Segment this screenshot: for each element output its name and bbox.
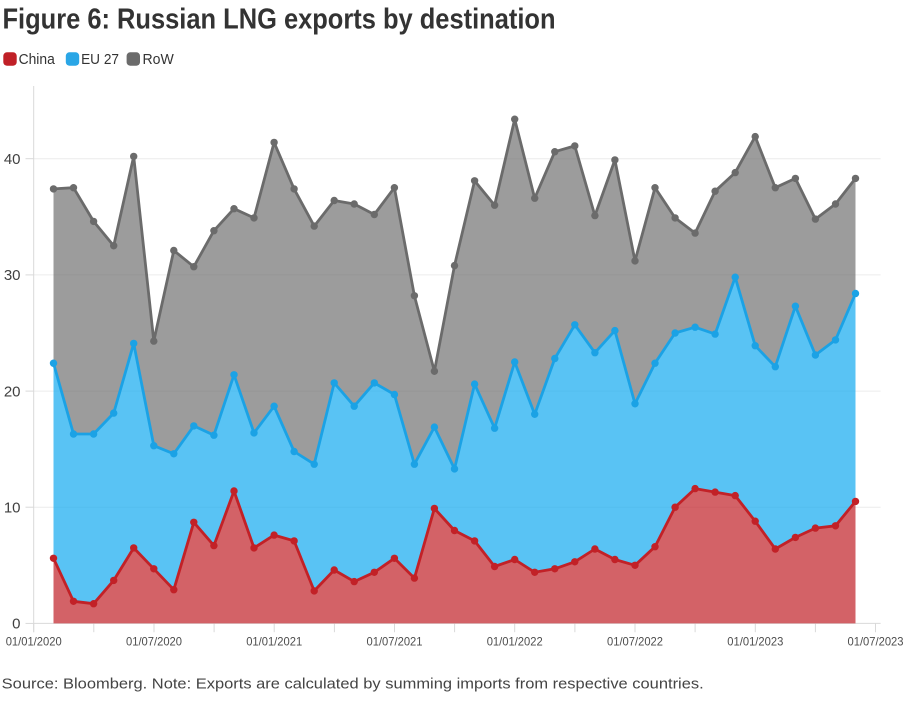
svg-text:20: 20: [4, 383, 21, 400]
svg-text:01/01/2020: 01/01/2020: [6, 635, 62, 649]
svg-text:01/07/2021: 01/07/2021: [367, 635, 423, 649]
svg-text:01/07/2020: 01/07/2020: [126, 635, 182, 649]
svg-text:01/01/2021: 01/01/2021: [246, 635, 302, 649]
svg-text:Source: Bloomberg. Note: Expor: Source: Bloomberg. Note: Exports are cal…: [2, 676, 704, 693]
svg-text:China: China: [19, 51, 56, 68]
svg-text:30: 30: [4, 267, 21, 284]
svg-text:01/01/2022: 01/01/2022: [487, 635, 543, 649]
svg-text:01/01/2023: 01/01/2023: [727, 635, 783, 649]
svg-text:EU 27: EU 27: [81, 51, 119, 68]
svg-text:01/07/2022: 01/07/2022: [607, 635, 663, 649]
svg-text:0: 0: [12, 616, 20, 633]
svg-text:10: 10: [4, 500, 21, 517]
svg-text:01/07/2023: 01/07/2023: [848, 635, 904, 649]
svg-text:40: 40: [4, 151, 21, 168]
svg-text:Figure 6: Russian LNG exports: Figure 6: Russian LNG exports by destina…: [3, 4, 556, 36]
svg-text:RoW: RoW: [143, 51, 175, 68]
